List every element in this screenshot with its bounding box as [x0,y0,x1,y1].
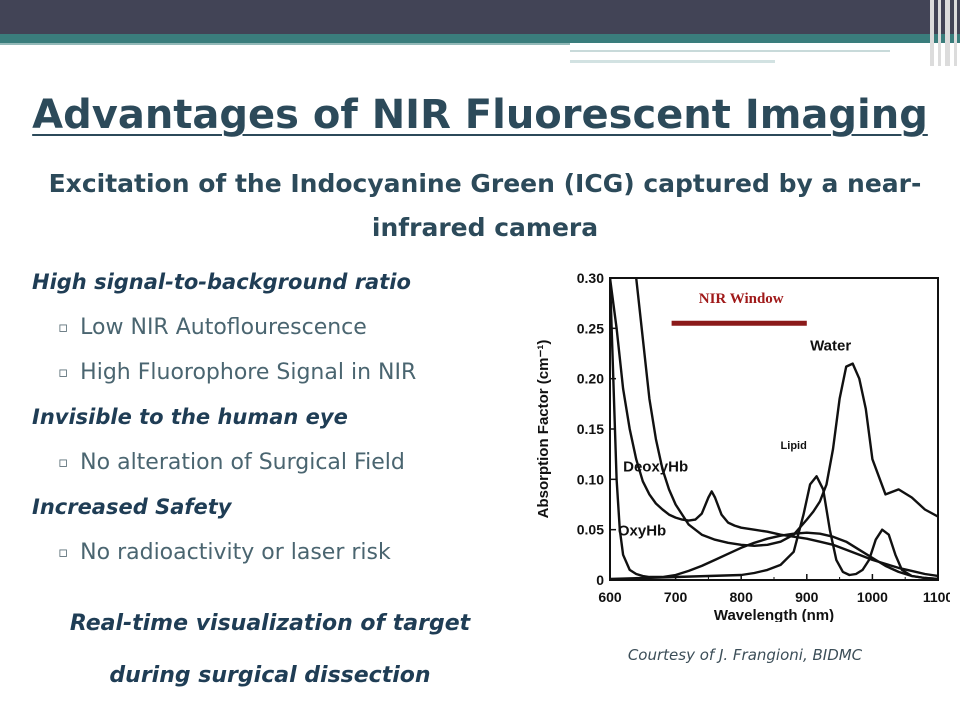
bullet-text: No radioactivity or laser risk [80,540,391,565]
series-line-deoxyhb [610,278,938,578]
header-line [0,43,570,45]
y-tick-label: 0.20 [577,371,604,387]
bullet-item: ▫ No alteration of Surgical Field [32,440,532,485]
bullet-marker-icon: ▫ [58,318,69,336]
bullet-heading: Increased Safety [32,495,232,519]
bullet-text: No alteration of Surgical Field [80,450,405,475]
y-tick-label: 0.15 [577,421,604,437]
x-tick-label: 600 [598,589,622,605]
corner-decoration [938,0,941,66]
header-line [570,60,775,63]
bullet-marker-icon: ▫ [58,453,69,471]
corner-decoration [954,0,957,66]
bullet-text: Low NIR Autoflourescence [80,315,367,340]
slide-subtitle: Excitation of the Indocyanine Green (ICG… [48,169,922,242]
x-tick-label: 800 [730,589,754,605]
x-axis-label: Wavelength (nm) [714,607,834,622]
bullet-marker-icon: ▫ [58,543,69,561]
bullet-list: High signal-to-background ratio ▫ Low NIR … [32,260,532,575]
bullet-item: ▫ High Fluorophore Signal in NIR [32,350,532,395]
series-line-lipid [610,475,938,580]
header-stripe [0,34,960,43]
realtime-line-2: during surgical dissection [109,663,431,688]
courtesy-credit: Courtesy of J. Frangioni, BIDMC [627,646,863,664]
x-tick-label: 900 [795,589,819,605]
bullet-heading: Invisible to the human eye [32,405,348,429]
bullet-item: ▫ Low NIR Autoflourescence [32,305,532,350]
x-tick-label: 700 [664,589,688,605]
series-line-water [635,278,938,547]
realtime-line-1: Real-time visualization of target [69,611,471,636]
bullet-heading: High signal-to-background ratio [32,270,411,294]
x-tick-label: 1000 [857,589,888,605]
series-label-oxyhb: OxyHb [618,523,666,540]
series-line-oxyhb [610,278,938,580]
bullet-item: ▫ No radioactivity or laser risk [32,530,532,575]
y-tick-label: 0.05 [577,522,604,538]
bullet-text: High Fluorophore Signal in NIR [80,360,417,385]
series-label-lipid: Lipid [781,440,807,452]
corner-decoration [945,0,950,66]
x-tick-label: 1100 [923,589,950,605]
bullet-marker-icon: ▫ [58,363,69,381]
series-label-deoxyhb: DeoxyHb [623,458,688,475]
y-tick-label: 0 [596,572,604,588]
nir-window-label: NIR Window [699,291,784,307]
y-tick-label: 0.10 [577,471,604,487]
y-tick-label: 0.25 [577,320,604,336]
y-tick-label: 0.30 [577,270,604,286]
absorption-chart: 600 700 800 900 1000 1100 0 0.05 0.10 0.15 0.20 0.2… [535,270,950,622]
series-label-water: Water [810,337,851,354]
realtime-statement: Real-time visualization of target during… [20,598,520,702]
corner-decoration [930,0,934,66]
y-axis-label: Absorption Factor (cm⁻¹) [535,340,552,519]
slide-title: Advantages of NIR Fluorescent Imaging [32,92,928,138]
header-bar [0,0,960,34]
header-line [570,50,890,52]
